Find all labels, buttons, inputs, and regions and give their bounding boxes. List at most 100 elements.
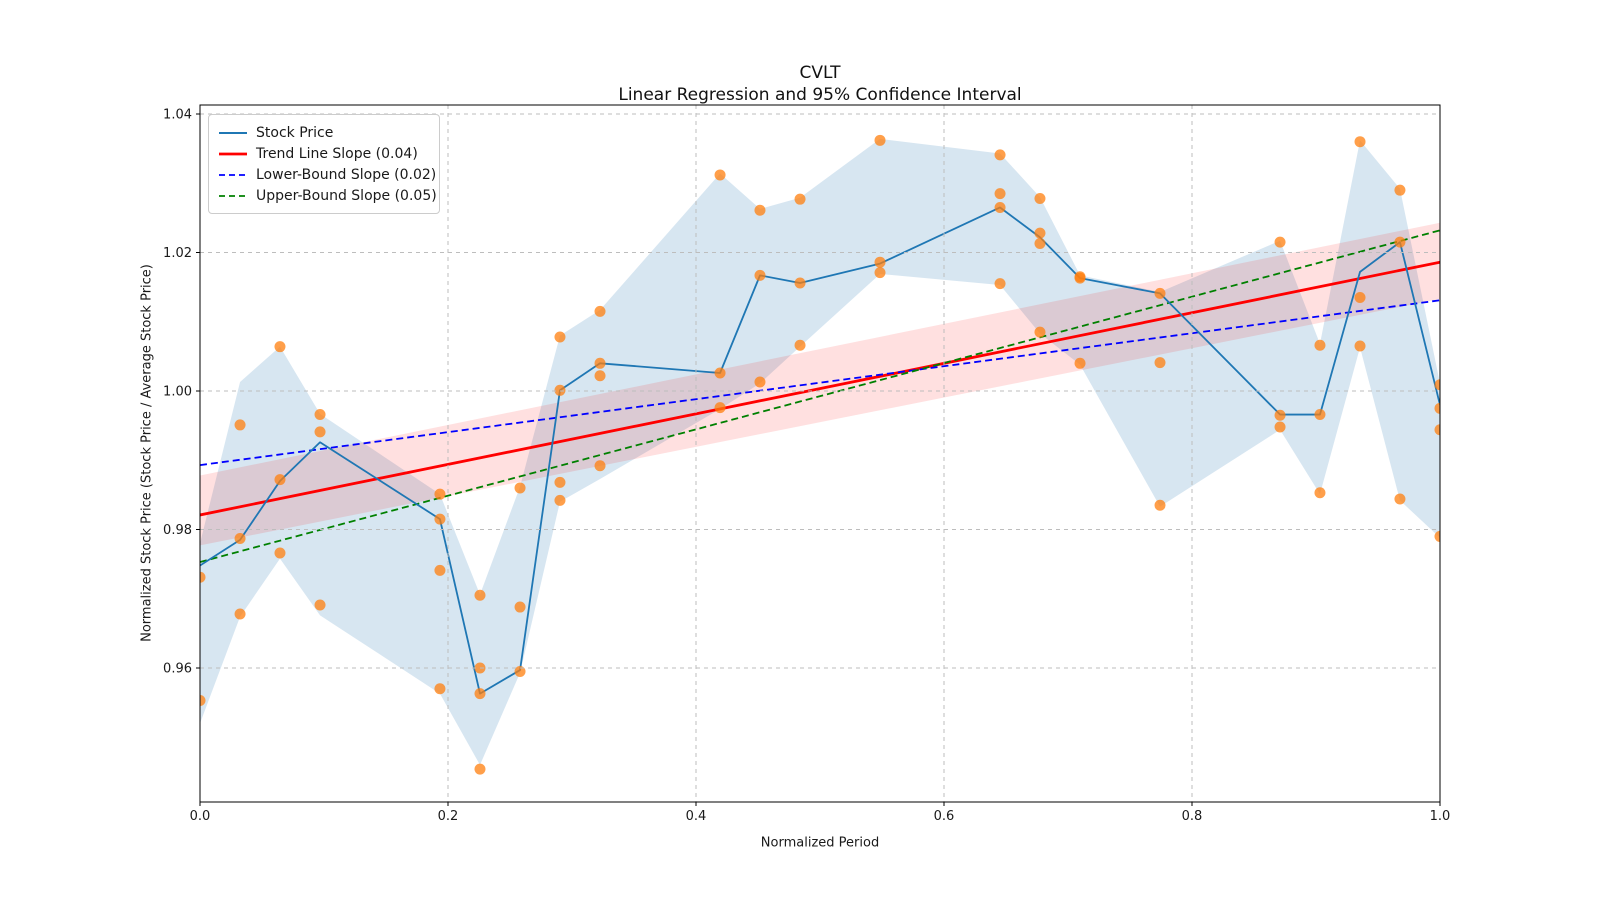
x-tick-label: 1.0	[1430, 809, 1451, 824]
scatter-point	[200, 571, 206, 583]
scatter-point	[1154, 357, 1166, 369]
trend-confidence-band	[200, 222, 1440, 546]
scatter-point	[1274, 409, 1286, 421]
x-tick-label: 0.8	[1182, 809, 1203, 824]
x-tick-label: 0.6	[934, 809, 955, 824]
legend-swatch-lower-bound-line	[219, 173, 247, 176]
scatter-point	[874, 267, 886, 279]
y-axis-label: Normalized Stock Price (Stock Price / Av…	[139, 264, 155, 642]
x-axis-label: Normalized Period	[760, 835, 880, 851]
scatter-point	[1274, 236, 1286, 248]
x-tick-label: 0.4	[686, 809, 707, 824]
chart-title: CVLT	[799, 63, 841, 83]
scatter-point	[514, 665, 526, 677]
scatter-point	[1034, 326, 1046, 338]
legend-label: Upper-Bound Slope (0.05)	[256, 187, 437, 204]
scatter-point	[994, 149, 1006, 161]
chart-subtitle: Linear Regression and 95% Confidence Int…	[618, 85, 1022, 105]
gridlines	[200, 105, 1440, 802]
scatter-point	[514, 601, 526, 613]
scatter-point	[594, 370, 606, 382]
scatter-point	[1074, 357, 1086, 369]
legend-label: Lower-Bound Slope (0.02)	[256, 166, 437, 183]
scatter-point	[274, 341, 286, 353]
scatter-point	[794, 193, 806, 205]
scatter-point	[874, 256, 886, 268]
scatter-point	[1314, 409, 1326, 421]
scatter-point	[554, 331, 566, 343]
scatter-point	[594, 305, 606, 317]
y-tick-label: 1.00	[163, 385, 192, 400]
scatter-point	[474, 763, 486, 775]
scatter-point	[714, 169, 726, 181]
scatter-points	[200, 134, 1440, 775]
scatter-point	[1314, 339, 1326, 351]
plot-area	[200, 134, 1440, 775]
scatter-point	[1034, 192, 1046, 204]
scatter-point	[1434, 379, 1440, 391]
scatter-point	[314, 599, 326, 611]
legend: Stock Price Trend Line Slope (0.04) Lowe…	[208, 114, 440, 214]
scatter-point	[794, 277, 806, 289]
scatter-point	[434, 513, 446, 525]
legend-item-stock-price: Stock Price	[218, 122, 429, 143]
scatter-point	[754, 269, 766, 281]
scatter-point	[554, 384, 566, 396]
scatter-point	[874, 134, 886, 146]
legend-swatch-stock-price-line	[219, 131, 247, 134]
scatter-point	[754, 376, 766, 388]
x-tick-label: 0.0	[190, 809, 211, 824]
scatter-point	[274, 474, 286, 486]
scatter-point	[1394, 236, 1406, 248]
scatter-point	[434, 683, 446, 695]
legend-swatch-upper-bound-line	[219, 194, 247, 197]
scatter-point	[514, 482, 526, 494]
stock-price-band	[200, 138, 1440, 765]
y-tick-label: 1.04	[163, 108, 192, 123]
scatter-point	[314, 426, 326, 438]
scatter-point	[754, 204, 766, 216]
scatter-point	[274, 547, 286, 559]
scatter-point	[434, 564, 446, 576]
trend-line	[200, 260, 1440, 517]
scatter-point	[314, 409, 326, 421]
plot-border	[199, 104, 1441, 803]
scatter-point	[1034, 227, 1046, 239]
scatter-point	[714, 367, 726, 379]
scatter-point	[1434, 424, 1440, 436]
scatter-point	[1434, 530, 1440, 542]
scatter-point	[1154, 499, 1166, 511]
scatter-point	[1274, 421, 1286, 433]
legend-swatch-trend-line	[219, 152, 247, 155]
scatter-point	[994, 278, 1006, 290]
scatter-point	[474, 589, 486, 601]
legend-label: Trend Line Slope (0.04)	[256, 145, 418, 162]
scatter-point	[234, 533, 246, 545]
scatter-point	[1434, 402, 1440, 414]
scatter-point	[794, 339, 806, 351]
legend-item-lower-bound: Lower-Bound Slope (0.02)	[218, 164, 436, 185]
y-tick-label: 1.02	[163, 246, 192, 261]
scatter-point	[714, 402, 726, 414]
scatter-point	[554, 494, 566, 506]
legend-label: Stock Price	[256, 124, 334, 141]
scatter-point	[994, 201, 1006, 213]
y-tick-label: 0.96	[163, 662, 192, 677]
scatter-point	[234, 419, 246, 431]
scatter-point	[594, 357, 606, 369]
upper-bound-line	[200, 229, 1440, 563]
scatter-point	[1074, 272, 1086, 284]
scatter-point	[1314, 487, 1326, 499]
scatter-point	[1354, 292, 1366, 304]
scatter-point	[1354, 136, 1366, 148]
scatter-point	[434, 488, 446, 500]
scatter-point	[1394, 493, 1406, 505]
scatter-point	[1354, 340, 1366, 352]
scatter-point	[1394, 184, 1406, 196]
scatter-point	[1034, 237, 1046, 249]
x-tick-label: 0.2	[438, 809, 459, 824]
scatter-point	[234, 608, 246, 620]
legend-item-upper-bound: Upper-Bound Slope (0.05)	[218, 185, 437, 206]
axis-ticks: 0.0 0.2 0.4 0.6 0.8 1.0 0.96 0.98 1.00 1.02 1.04	[163, 108, 1450, 825]
